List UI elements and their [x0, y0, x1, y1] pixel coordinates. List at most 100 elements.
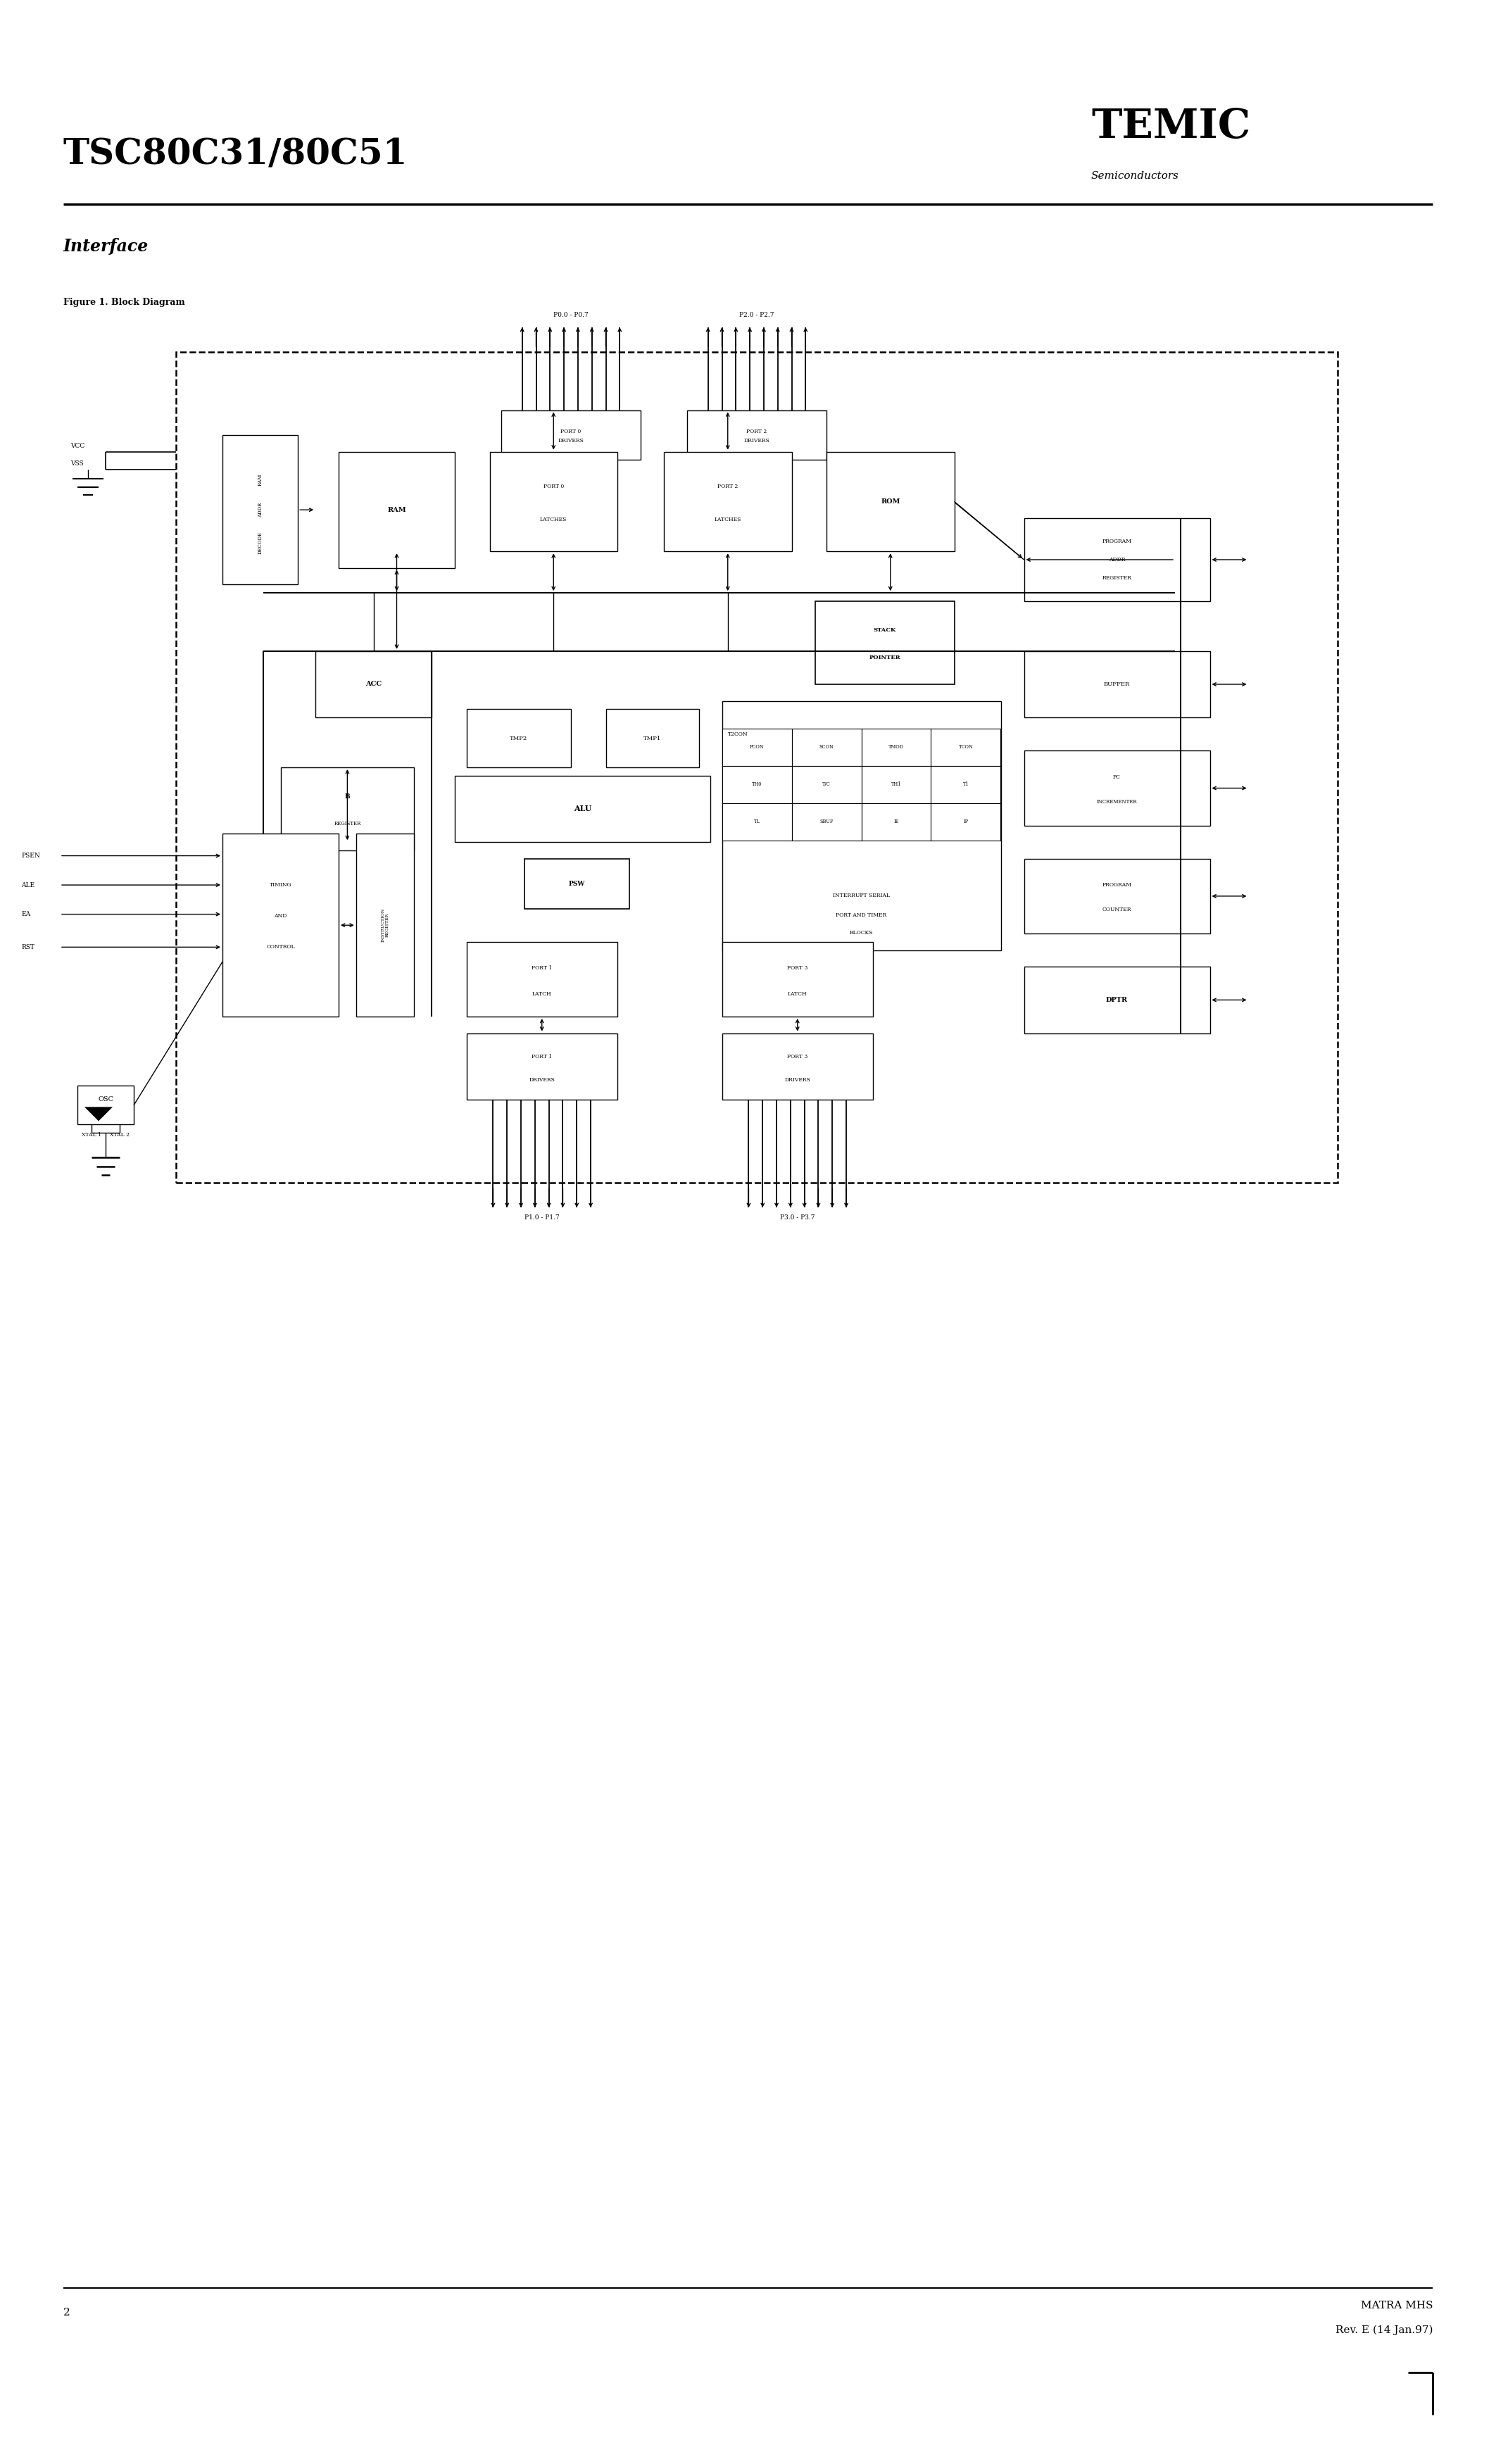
- Text: LATCHES: LATCHES: [540, 517, 567, 522]
- Text: Figure 1. Block Diagram: Figure 1. Block Diagram: [63, 298, 186, 308]
- Bar: [862, 803, 931, 840]
- Text: Interface: Interface: [63, 239, 148, 254]
- Text: POINTER: POINTER: [869, 655, 901, 660]
- Bar: [931, 803, 1001, 840]
- Text: P2.0 - P2.7: P2.0 - P2.7: [739, 313, 775, 318]
- Text: TEMIC: TEMIC: [1091, 106, 1251, 145]
- Text: TSC80C31/80C51: TSC80C31/80C51: [63, 138, 408, 172]
- Text: AND: AND: [274, 914, 287, 919]
- Text: STACK: STACK: [874, 628, 896, 633]
- Bar: [78, 1087, 133, 1124]
- Text: BLOCKS: BLOCKS: [850, 929, 874, 936]
- Text: DRIVERS: DRIVERS: [784, 1077, 811, 1082]
- Text: ACC: ACC: [365, 680, 381, 687]
- Text: Semiconductors: Semiconductors: [1091, 170, 1179, 180]
- Bar: [862, 766, 931, 803]
- Bar: [467, 941, 618, 1018]
- Bar: [316, 650, 431, 717]
- Bar: [723, 1032, 874, 1099]
- Text: LATCHES: LATCHES: [714, 517, 742, 522]
- Bar: [501, 409, 640, 461]
- Bar: [1023, 650, 1210, 717]
- Text: IE: IE: [893, 818, 899, 825]
- Text: TMP2: TMP2: [510, 734, 528, 742]
- Text: DRIVERS: DRIVERS: [530, 1077, 555, 1082]
- Bar: [356, 833, 414, 1018]
- Text: TIMING: TIMING: [269, 882, 292, 887]
- Bar: [525, 860, 628, 909]
- Text: PSW: PSW: [568, 880, 585, 887]
- Text: PORT 3: PORT 3: [787, 1055, 808, 1060]
- Text: PORT AND TIMER: PORT AND TIMER: [836, 912, 887, 919]
- Text: DRIVERS: DRIVERS: [744, 439, 770, 444]
- Text: PROGRAM: PROGRAM: [1103, 540, 1131, 545]
- Text: DPTR: DPTR: [1106, 998, 1128, 1003]
- Text: PORT 0: PORT 0: [561, 429, 582, 434]
- Text: MATRA MHS: MATRA MHS: [1360, 2301, 1433, 2311]
- Bar: [467, 710, 571, 766]
- Text: PORT 3: PORT 3: [787, 966, 808, 971]
- Text: Rev. E (14 Jan.97): Rev. E (14 Jan.97): [1334, 2326, 1433, 2336]
- Text: INCREMENTER: INCREMENTER: [1097, 798, 1137, 803]
- Text: TH0: TH0: [751, 781, 761, 786]
- Bar: [1023, 860, 1210, 934]
- Text: TCON: TCON: [959, 744, 974, 749]
- Text: PCON: PCON: [749, 744, 764, 749]
- Bar: [791, 803, 862, 840]
- Text: PORT 1: PORT 1: [531, 966, 552, 971]
- Bar: [687, 409, 826, 461]
- Bar: [1023, 517, 1210, 601]
- Text: PORT 2: PORT 2: [747, 429, 767, 434]
- Text: PORT 0: PORT 0: [543, 483, 564, 490]
- Text: T/C: T/C: [823, 781, 830, 786]
- Text: ALU: ALU: [573, 806, 591, 813]
- Bar: [1023, 752, 1210, 825]
- Text: REGISTER: REGISTER: [1103, 574, 1131, 582]
- Text: TL: TL: [754, 818, 760, 825]
- Text: RST: RST: [21, 944, 34, 951]
- Text: 2: 2: [63, 2309, 70, 2319]
- Text: VSS: VSS: [70, 461, 84, 466]
- Text: XTAL 1: XTAL 1: [82, 1133, 102, 1138]
- Text: DRIVERS: DRIVERS: [558, 439, 583, 444]
- Text: INSTRUCTION
REGISTER: INSTRUCTION REGISTER: [381, 909, 389, 941]
- Text: P1.0 - P1.7: P1.0 - P1.7: [525, 1215, 560, 1222]
- Text: PC: PC: [1113, 774, 1121, 779]
- Bar: [791, 729, 862, 766]
- Text: INTERRUPT SERIAL: INTERRUPT SERIAL: [833, 892, 890, 897]
- Bar: [815, 601, 954, 685]
- Bar: [723, 700, 1001, 951]
- Bar: [606, 710, 699, 766]
- Bar: [223, 436, 298, 584]
- Text: REGISTER: REGISTER: [334, 821, 361, 825]
- Text: TMP1: TMP1: [643, 734, 661, 742]
- Text: PSEN: PSEN: [21, 853, 40, 860]
- Text: SCON: SCON: [820, 744, 833, 749]
- Text: TMOD: TMOD: [889, 744, 904, 749]
- Text: IP: IP: [963, 818, 968, 825]
- Bar: [723, 803, 791, 840]
- Bar: [489, 451, 618, 552]
- Bar: [931, 729, 1001, 766]
- Bar: [723, 766, 791, 803]
- Text: B: B: [344, 793, 350, 801]
- Text: T1: T1: [963, 781, 969, 786]
- Bar: [862, 729, 931, 766]
- Bar: [338, 451, 455, 569]
- Bar: [455, 776, 711, 843]
- Text: CONTROL: CONTROL: [266, 944, 295, 951]
- Bar: [826, 451, 954, 552]
- Text: DECODE: DECODE: [257, 532, 263, 554]
- Bar: [177, 352, 1337, 1183]
- Polygon shape: [84, 1106, 112, 1121]
- Text: P0.0 - P0.7: P0.0 - P0.7: [554, 313, 588, 318]
- Text: P3.0 - P3.7: P3.0 - P3.7: [779, 1215, 815, 1222]
- Text: ALE: ALE: [21, 882, 34, 887]
- Bar: [723, 729, 791, 766]
- Text: PORT 1: PORT 1: [531, 1055, 552, 1060]
- Text: ADDR: ADDR: [1109, 557, 1125, 562]
- Text: ADDR: ADDR: [257, 503, 263, 517]
- Text: ROM: ROM: [881, 498, 901, 505]
- Text: PORT 2: PORT 2: [718, 483, 738, 490]
- Bar: [791, 766, 862, 803]
